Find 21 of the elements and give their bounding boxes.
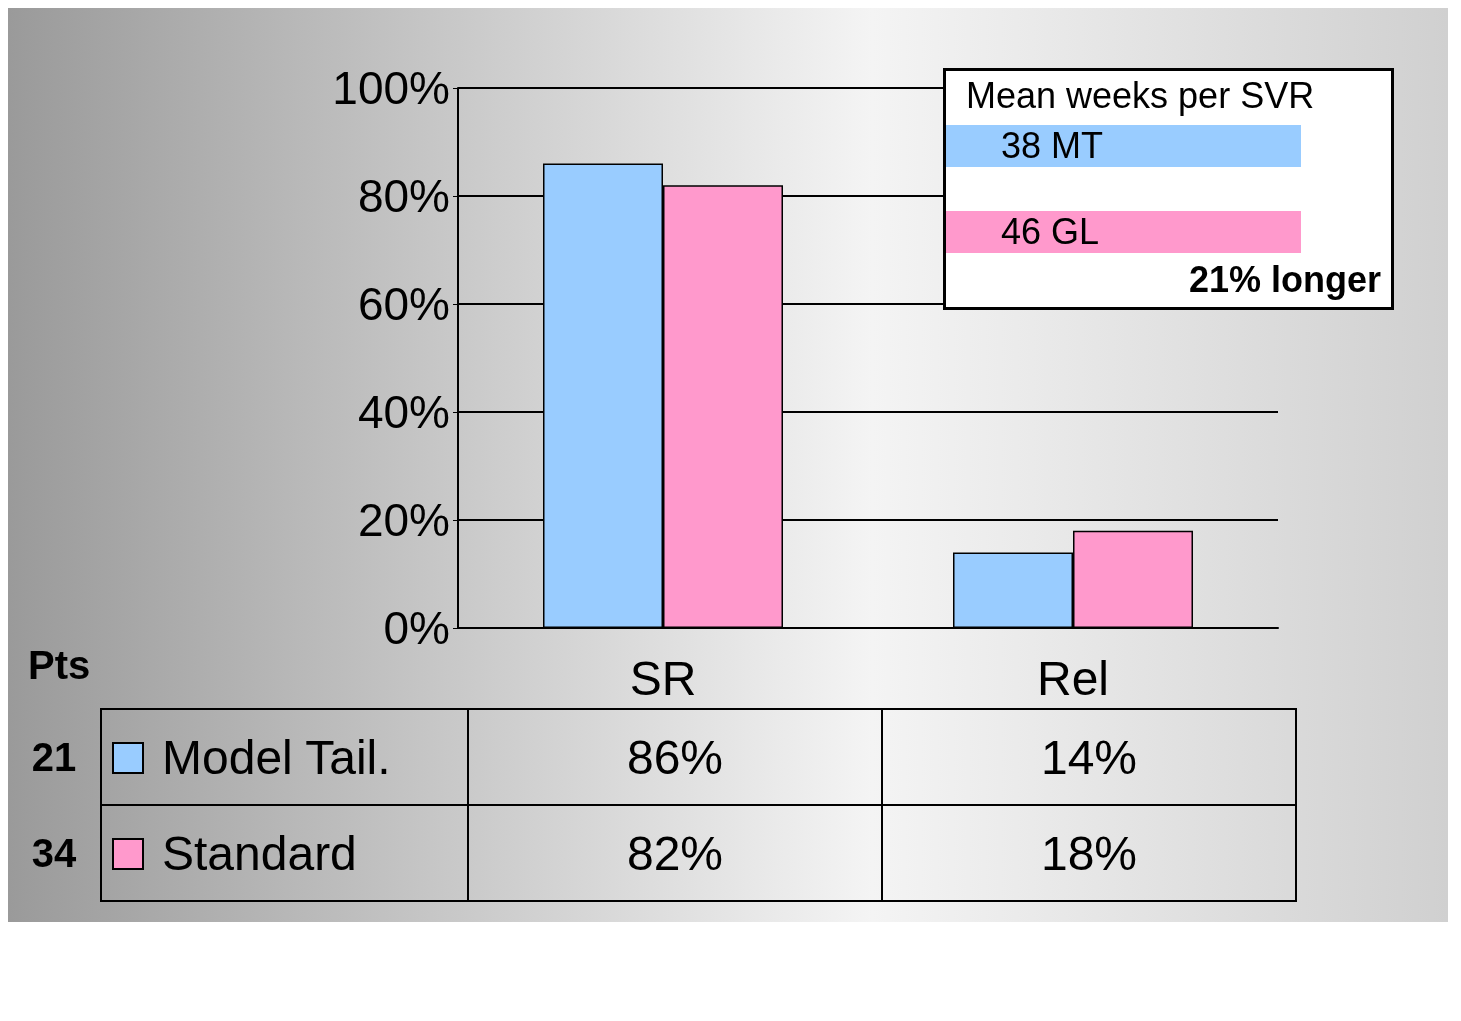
x-tick-label: SR — [629, 651, 697, 705]
y-tick-label: 40% — [357, 386, 450, 438]
y-tick-label: 80% — [357, 170, 450, 222]
annotation: 46 GL — [946, 211, 1301, 253]
data-label: 18% — [882, 805, 1296, 901]
legend-label: Model Tail. — [101, 709, 468, 805]
text: Pts — [28, 643, 91, 688]
y-tick-label: 0% — [383, 602, 450, 654]
annotation: 38 MT — [946, 125, 1301, 167]
annotation: 21% longer — [1187, 259, 1382, 301]
text: 21 — [30, 733, 78, 781]
legend-label: Standard — [101, 805, 468, 901]
y-tick-label: 60% — [357, 278, 450, 330]
x-tick-label: Rel — [1036, 651, 1110, 705]
y-tick-label: 20% — [357, 494, 450, 546]
data-label: 82% — [468, 805, 882, 901]
y-tick-label: 100% — [332, 62, 450, 114]
data-label: 14% — [882, 709, 1296, 805]
text: 34 — [30, 829, 78, 877]
annotation: Mean weeks per SVR — [965, 75, 1316, 117]
data-label: 86% — [468, 709, 882, 805]
